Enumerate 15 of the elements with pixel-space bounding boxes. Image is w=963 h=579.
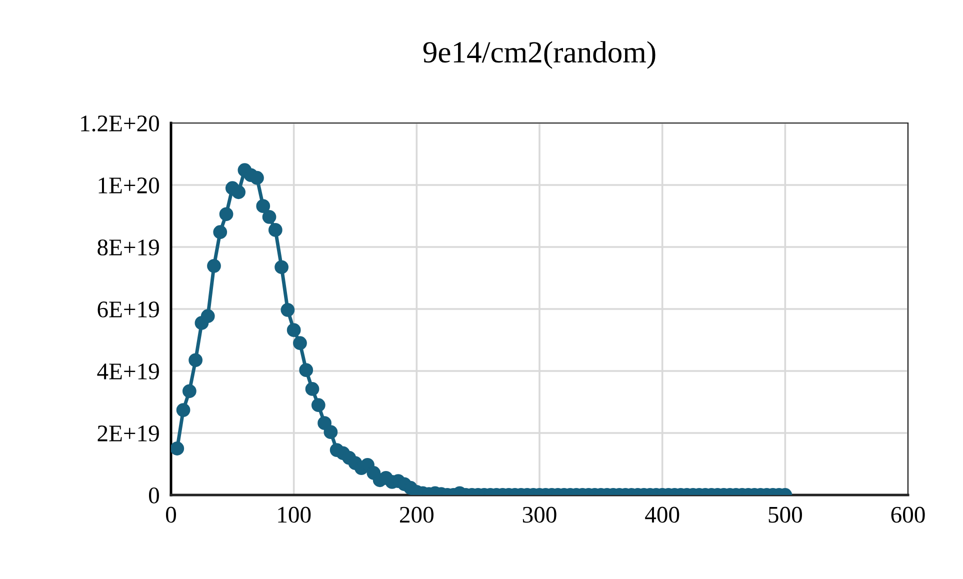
x-tick-label: 200 (400, 506, 434, 523)
x-tick-label: 100 (278, 506, 311, 523)
y-tick-label: 6E+19 (98, 302, 159, 318)
x-tick-label: 400 (645, 506, 680, 523)
y-tick-label: 8E+19 (98, 239, 159, 256)
y-tick-label: 2E+19 (98, 426, 159, 442)
y-tick-label: 0 (148, 487, 159, 504)
x-tick-label: 300 (522, 506, 556, 523)
x-tick-label: 0 (166, 506, 176, 523)
y-tick-label: 1E+20 (98, 177, 159, 194)
x-tick-label: 500 (768, 506, 802, 523)
chart-title: 9e14/cm2(random) (423, 41, 656, 69)
x-tick-label: 600 (891, 506, 925, 523)
y-tick-label: 4E+19 (97, 364, 159, 380)
y-tick-label: 1.2E+20 (81, 115, 159, 132)
